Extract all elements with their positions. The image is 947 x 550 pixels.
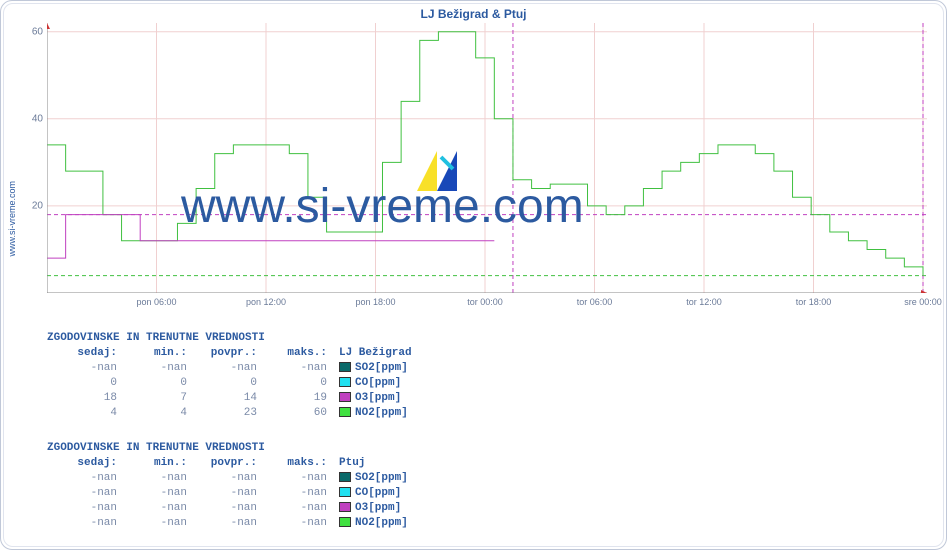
x-tick-label: pon 12:00: [246, 297, 286, 307]
legend-block-2: ZGODOVINSKE IN TRENUTNE VREDNOSTIsedaj:m…: [47, 441, 408, 531]
legend-swatch-icon: [339, 362, 351, 372]
legend-header-row: sedaj:min.:povpr.:maks.:LJ Bežigrad: [47, 346, 412, 361]
chart-container: LJ Bežigrad & Ptuj www.si-vreme.com 20 40…: [0, 0, 947, 550]
legend-swatch-icon: [339, 407, 351, 417]
legend-data-row: 442360NO2[ppm]: [47, 406, 412, 421]
legend-series-label: O3[ppm]: [355, 502, 401, 514]
legend-swatch-icon: [339, 487, 351, 497]
x-tick-label: sre 00:00: [904, 297, 942, 307]
legend-swatch-icon: [339, 472, 351, 482]
legend-block-1: ZGODOVINSKE IN TRENUTNE VREDNOSTIsedaj:m…: [47, 331, 412, 421]
legend-data-row: -nan-nan-nan-nanO3[ppm]: [47, 501, 408, 516]
y-tick-label: 60: [13, 26, 43, 37]
legend-swatch-icon: [339, 377, 351, 387]
chart-title: LJ Bežigrad & Ptuj: [1, 7, 946, 21]
x-tick-label: pon 06:00: [136, 297, 176, 307]
legend-series-label: NO2[ppm]: [355, 517, 408, 529]
legend-swatch-icon: [339, 502, 351, 512]
legend-location: LJ Bežigrad: [339, 347, 412, 359]
y-tick-label: 20: [13, 200, 43, 211]
legend-data-row: -nan-nan-nan-nanNO2[ppm]: [47, 516, 408, 531]
legend-data-row: -nan-nan-nan-nanSO2[ppm]: [47, 361, 412, 376]
legend-heading: ZGODOVINSKE IN TRENUTNE VREDNOSTI: [47, 331, 412, 346]
x-tick-label: tor 06:00: [577, 297, 613, 307]
y-tick-label: 40: [13, 113, 43, 124]
chart-plot: [47, 23, 927, 293]
x-tick-label: tor 12:00: [686, 297, 722, 307]
legend-data-row: 1871419O3[ppm]: [47, 391, 412, 406]
legend-series-label: CO[ppm]: [355, 377, 401, 389]
legend-data-row: -nan-nan-nan-nanCO[ppm]: [47, 486, 408, 501]
x-tick-label: pon 18:00: [355, 297, 395, 307]
legend-series-label: SO2[ppm]: [355, 362, 408, 374]
legend-swatch-icon: [339, 517, 351, 527]
legend-series-label: CO[ppm]: [355, 487, 401, 499]
legend-location: Ptuj: [339, 457, 365, 469]
legend-series-label: NO2[ppm]: [355, 407, 408, 419]
legend-series-label: O3[ppm]: [355, 392, 401, 404]
legend-header-row: sedaj:min.:povpr.:maks.:Ptuj: [47, 456, 408, 471]
legend-heading: ZGODOVINSKE IN TRENUTNE VREDNOSTI: [47, 441, 408, 456]
legend-data-row: 0000CO[ppm]: [47, 376, 412, 391]
x-tick-label: tor 00:00: [467, 297, 503, 307]
y-axis-label: www.si-vreme.com: [7, 181, 17, 257]
x-tick-label: tor 18:00: [796, 297, 832, 307]
legend-swatch-icon: [339, 392, 351, 402]
legend-data-row: -nan-nan-nan-nanSO2[ppm]: [47, 471, 408, 486]
legend-series-label: SO2[ppm]: [355, 472, 408, 484]
